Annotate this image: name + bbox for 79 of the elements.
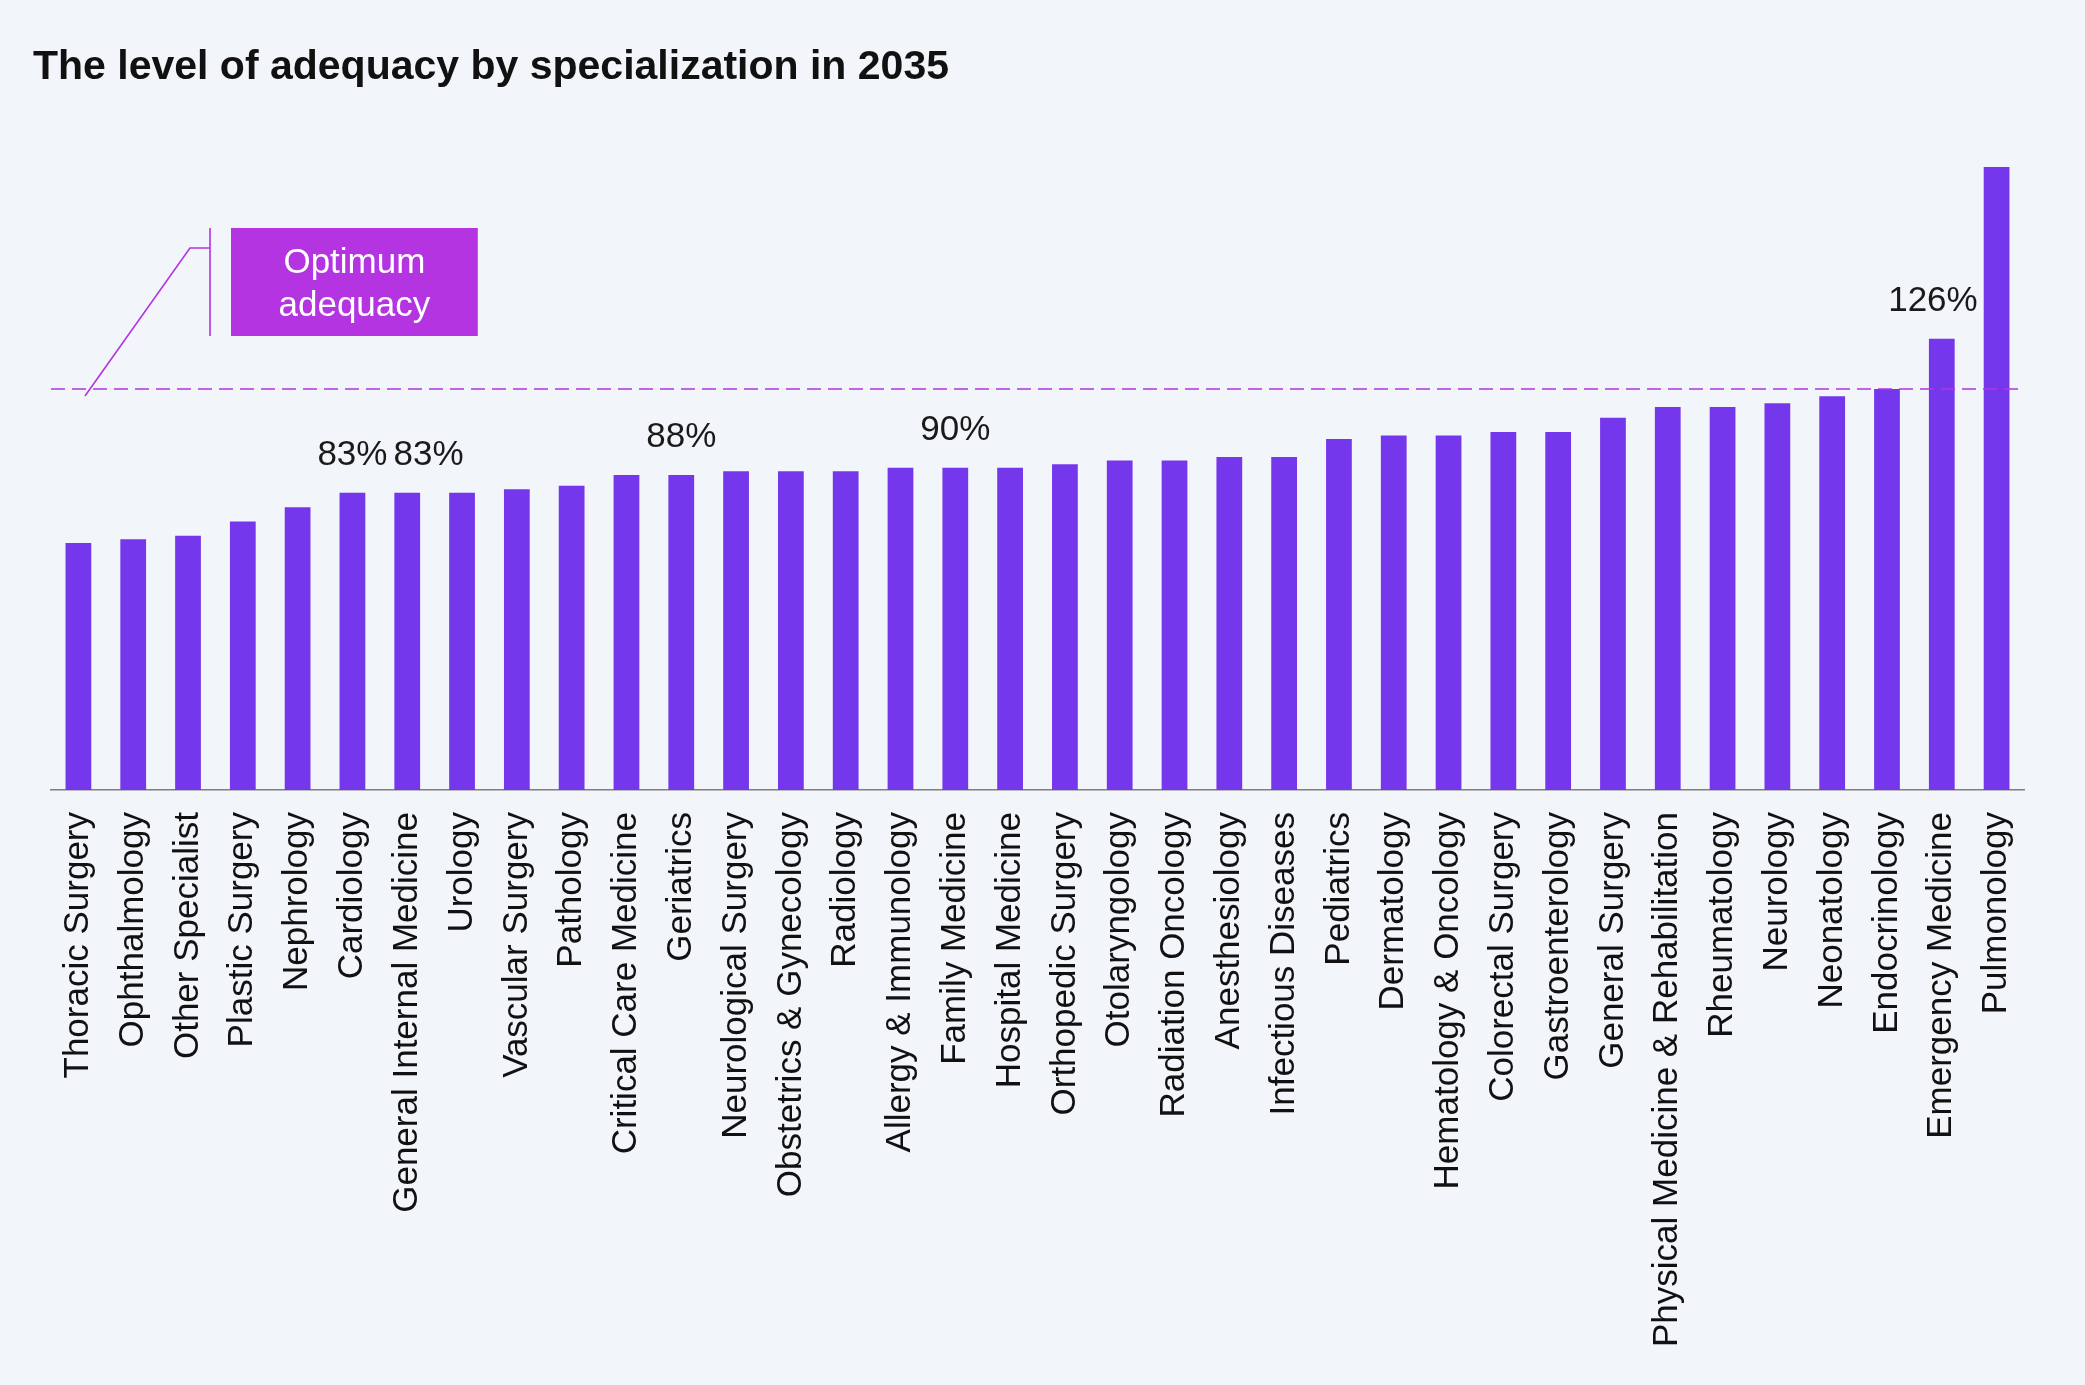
data-label: 90% <box>920 407 991 447</box>
x-tick-label: Radiation Oncology <box>1152 811 1192 1118</box>
bar <box>668 474 695 790</box>
x-tick-label: Thoracic Surgery <box>56 811 96 1079</box>
bar <box>339 492 366 790</box>
bar <box>284 507 311 790</box>
x-tick-label: Hospital Medicine <box>987 812 1027 1089</box>
bar <box>1654 406 1681 790</box>
bar <box>613 474 640 790</box>
x-tick-label: Pathology <box>549 811 589 968</box>
x-tick-label: Pediatrics <box>1316 812 1356 966</box>
x-tick-label: Dermatology <box>1371 811 1411 1011</box>
bar <box>723 471 749 790</box>
bar <box>832 471 859 790</box>
bar <box>1216 457 1243 790</box>
x-tick-label: Vascular Surgery <box>494 811 534 1078</box>
x-tick-label: Physical Medicine & Rehabilitation <box>1645 812 1685 1347</box>
x-tick-label: Other Specialist <box>165 811 205 1060</box>
data-label: 88% <box>646 414 717 454</box>
bar <box>229 521 256 790</box>
bar <box>175 535 201 790</box>
x-tick-label: Emergency Medicine <box>1919 812 1959 1139</box>
data-label: 126% <box>1888 278 1978 318</box>
bar <box>558 485 585 790</box>
bar <box>942 467 969 790</box>
bar <box>1928 338 1955 790</box>
x-tick-label: Colorectal Surgery <box>1481 811 1520 1102</box>
x-tick-label: Urology <box>439 811 479 933</box>
x-tick-label: Radiology <box>823 811 863 968</box>
bar <box>887 467 914 790</box>
bar <box>1106 460 1133 790</box>
bar <box>1600 417 1626 790</box>
bar <box>1161 460 1188 790</box>
bar <box>1983 167 2010 790</box>
bar <box>1326 439 1352 790</box>
x-tick-label: Cardiology <box>330 811 370 980</box>
bar <box>120 539 147 790</box>
x-tick-label: Critical Care Medicine <box>604 812 644 1155</box>
bar <box>997 467 1023 790</box>
bar <box>1380 435 1407 790</box>
x-tick-label: Gastroenterology <box>1535 811 1575 1081</box>
bar <box>65 542 92 790</box>
bar <box>1490 431 1517 790</box>
x-tick-label: Plastic Surgery <box>220 811 260 1048</box>
data-label: 83% <box>317 432 388 472</box>
bar <box>1271 457 1297 790</box>
x-tick-label: Anesthesiology <box>1206 811 1246 1050</box>
x-tick-label: Neurological Surgery <box>713 811 753 1139</box>
x-tick-label: Obstetrics & Gynecology <box>768 811 808 1198</box>
bar <box>1709 406 1736 790</box>
data-label: 83% <box>393 432 464 472</box>
ref-line-label: Optimum adequacy <box>278 240 431 323</box>
x-tick-label: Family Medicine <box>932 812 972 1065</box>
x-tick-label: Endocrinology <box>1864 811 1904 1034</box>
bar <box>449 492 475 790</box>
x-tick-label: Ophthalmology <box>110 811 150 1048</box>
x-tick-label: Infectious Diseases <box>1261 812 1301 1116</box>
x-tick-label: Neurology <box>1755 811 1795 972</box>
bar <box>778 471 804 790</box>
x-tick-label: Nephrology <box>275 811 315 991</box>
x-tick-label: Otolaryngology <box>1097 811 1137 1048</box>
bar <box>394 492 421 790</box>
bar <box>1545 431 1572 790</box>
x-tick-label: Neonatology <box>1809 811 1849 1009</box>
bar <box>1764 403 1791 790</box>
x-tick-label: Hematology & Oncology <box>1426 811 1466 1190</box>
bar <box>1435 435 1462 790</box>
bar <box>503 489 530 790</box>
bar <box>1819 396 1846 790</box>
bar <box>1874 388 1900 790</box>
x-tick-label: Pulmonology <box>1974 811 2014 1015</box>
x-tick-label: General Internal Medicine <box>384 812 424 1213</box>
x-tick-label: Geriatrics <box>658 812 698 962</box>
x-tick-label: Allergy & Immunology <box>878 811 918 1153</box>
x-tick-label: Rheumatology <box>1700 811 1740 1038</box>
x-tick-label: General Surgery <box>1590 811 1630 1069</box>
chart-title: The level of adequacy by specialization in 2035 <box>33 42 950 89</box>
bar <box>1052 464 1078 790</box>
x-tick-label: Orthopedic Surgery <box>1042 811 1082 1116</box>
